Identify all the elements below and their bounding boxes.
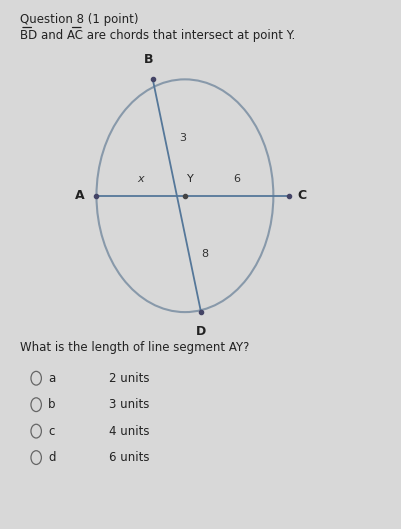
Text: 2 units: 2 units	[108, 372, 149, 385]
Text: x: x	[137, 174, 144, 184]
Text: 8: 8	[200, 249, 208, 259]
Text: BD and AC are chords that intersect at point Y.: BD and AC are chords that intersect at p…	[20, 29, 295, 42]
Text: C: C	[297, 189, 306, 202]
Text: What is the length of line segment AY?: What is the length of line segment AY?	[20, 341, 249, 354]
Text: 6 units: 6 units	[108, 451, 149, 464]
Text: a: a	[48, 372, 55, 385]
Text: Y: Y	[186, 174, 193, 184]
Text: 6: 6	[233, 174, 240, 184]
Text: A: A	[75, 189, 84, 202]
Text: c: c	[48, 425, 55, 437]
Text: B: B	[144, 53, 153, 66]
Text: 4 units: 4 units	[108, 425, 149, 437]
Text: 3 units: 3 units	[108, 398, 148, 411]
Text: b: b	[48, 398, 56, 411]
Text: D: D	[195, 325, 206, 339]
Text: d: d	[48, 451, 56, 464]
Text: Question 8 (1 point): Question 8 (1 point)	[20, 13, 138, 26]
Text: 3: 3	[178, 133, 185, 142]
